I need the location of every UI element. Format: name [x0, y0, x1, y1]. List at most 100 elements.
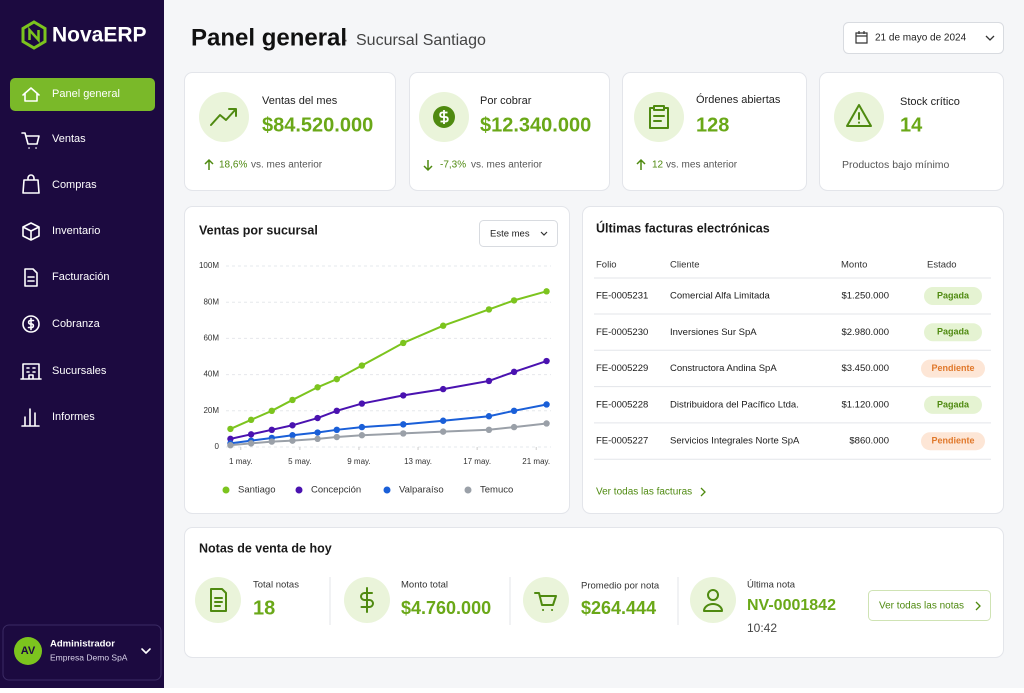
status: Pagada	[937, 327, 970, 337]
status-badge	[924, 323, 982, 342]
column-header: Cliente	[670, 260, 700, 271]
chart-card	[184, 206, 570, 514]
notes-button-label: Ver todas las notas	[879, 601, 964, 612]
point	[400, 392, 407, 399]
status-badge	[921, 359, 985, 378]
filter-select[interactable]	[479, 220, 558, 247]
status-badge	[924, 287, 982, 305]
note-label: Última nota	[747, 580, 796, 591]
kpi-label: Por cobrar	[480, 95, 532, 107]
calendar-icon	[855, 31, 868, 44]
status: Pagada	[937, 399, 970, 409]
cell: $860.000	[849, 436, 889, 447]
point	[358, 362, 366, 369]
point	[358, 400, 366, 407]
date-picker[interactable]	[843, 22, 1004, 54]
notes-title: Notas de venta de hoy	[199, 541, 332, 555]
chart-title: Ventas por sucursal	[199, 223, 318, 237]
note-label: Monto total	[401, 580, 448, 591]
column-header: Monto	[841, 260, 867, 271]
column-header: Folio	[596, 260, 617, 271]
kpi-note: vs. mes anterior	[666, 160, 738, 171]
avatar	[14, 637, 42, 665]
point	[227, 441, 234, 449]
kpi-note: vs. mes anterior	[251, 160, 323, 171]
point	[227, 425, 234, 433]
status-badge	[924, 395, 982, 414]
kpi-label: Órdenes abiertas	[696, 93, 781, 106]
user-box[interactable]	[2, 624, 162, 681]
cell: FE-0005229	[596, 363, 648, 374]
column-header: Estado	[927, 260, 957, 271]
y-tick-label: 40M	[203, 370, 219, 379]
kpi-label: Stock crítico	[900, 96, 960, 108]
y-tick-label: 60M	[203, 334, 219, 343]
kpi-value: $12.340.000	[480, 114, 591, 136]
cell: $1.120.000	[841, 399, 889, 410]
point	[268, 438, 275, 445]
point	[268, 426, 275, 434]
invoices-card	[582, 206, 1004, 514]
notes-button[interactable]	[868, 590, 991, 621]
sidebar	[0, 0, 164, 688]
point	[400, 421, 407, 428]
status: Pendiente	[931, 436, 974, 446]
nav-item[interactable]: Compras	[52, 179, 97, 191]
point	[289, 396, 296, 404]
kpi-change: 18,6%	[219, 160, 247, 171]
note-value: NV-0001842	[747, 597, 836, 614]
kpi-note: vs. mes anterior	[471, 160, 543, 171]
legend-marker	[222, 486, 230, 494]
notes-card	[184, 527, 1004, 658]
nav-item[interactable]: Cobranza	[52, 318, 101, 330]
kpi-icons	[199, 92, 884, 142]
point	[543, 288, 550, 295]
chevron	[985, 35, 995, 41]
point	[333, 426, 340, 434]
cell: Distribuidora del Pacífico Ltda.	[670, 399, 799, 410]
avatar-initials: AV	[21, 645, 36, 657]
kpi-value: $84.520.000	[262, 114, 373, 136]
kpi-note: Productos bajo mínimo	[842, 159, 950, 171]
note-value: $4.760.000	[401, 598, 491, 618]
nav-item[interactable]: Sucursales	[52, 365, 107, 377]
user-company: Empresa Demo SpA	[50, 652, 128, 662]
x-tick-label: 21 may.	[522, 457, 550, 466]
kpi-change: -7,3%	[440, 160, 466, 171]
point	[485, 306, 493, 313]
point	[400, 430, 407, 437]
invoices-link[interactable]: Ver todas las facturas	[596, 487, 692, 498]
nav-item[interactable]: Inventario	[52, 225, 100, 237]
legend-marker	[383, 486, 391, 494]
note-value: 18	[253, 597, 275, 619]
cell: FE-0005227	[596, 436, 648, 447]
point	[400, 339, 407, 347]
point	[358, 423, 366, 431]
status-badge	[921, 432, 985, 451]
page-subtitle: Sucursal Santiago	[356, 32, 486, 49]
chevron	[540, 231, 548, 236]
y-tick-label: 100M	[199, 261, 219, 270]
date: 21 de mayo de 2024	[875, 33, 967, 44]
legend-label: Temuco	[480, 485, 513, 496]
point	[543, 401, 550, 408]
separator: ·	[343, 32, 348, 49]
status: Pagada	[937, 290, 970, 300]
point	[289, 422, 296, 429]
point	[247, 440, 255, 447]
nav-item[interactable]: Panel general	[52, 88, 120, 100]
point	[268, 407, 275, 414]
note-time: 10:42	[747, 621, 777, 635]
nav-item[interactable]: Ventas	[52, 133, 86, 145]
point	[485, 377, 493, 385]
nav-active[interactable]	[10, 78, 155, 111]
series-line	[230, 290, 547, 430]
point	[289, 432, 296, 439]
page-title: Panel general	[191, 24, 347, 51]
nav-item[interactable]: Facturación	[52, 271, 109, 283]
nav-item[interactable]: Informes	[52, 411, 95, 423]
point	[439, 322, 447, 329]
cell: FE-0005231	[596, 291, 648, 302]
y-tick-label: 80M	[203, 297, 219, 306]
